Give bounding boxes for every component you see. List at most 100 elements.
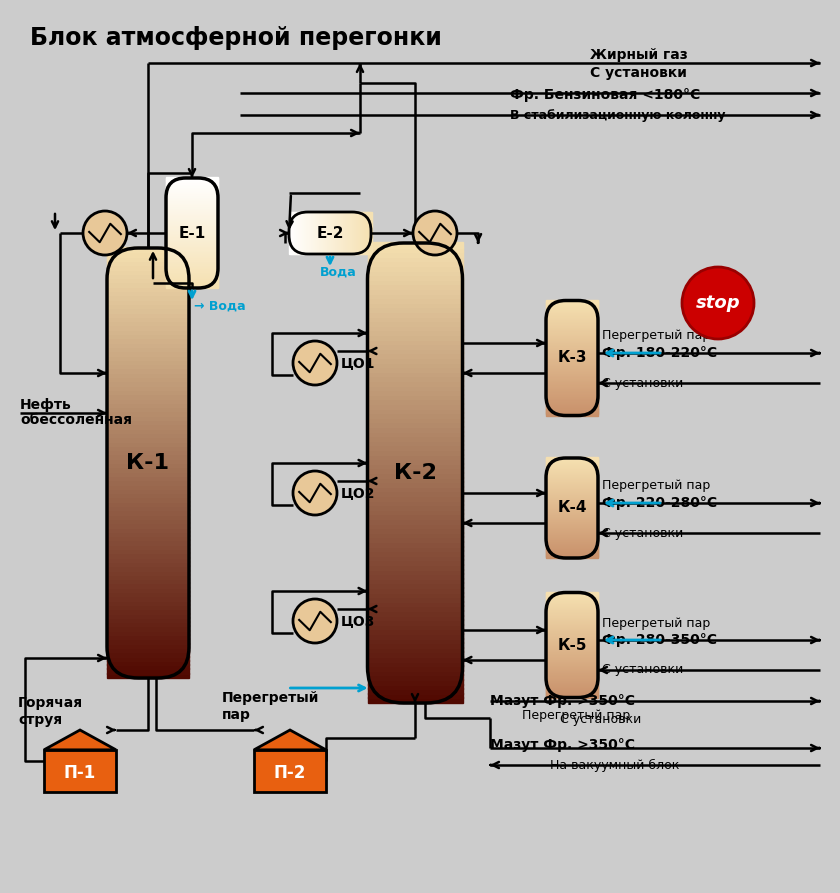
Bar	[107, 264, 189, 270]
Bar	[546, 678, 598, 680]
Bar	[166, 285, 218, 287]
Bar	[107, 582, 189, 588]
Bar	[166, 209, 218, 211]
Bar	[166, 244, 218, 246]
Bar	[546, 615, 598, 618]
Bar	[546, 362, 598, 363]
Bar	[546, 665, 598, 667]
Bar	[107, 513, 189, 519]
Bar	[107, 388, 189, 394]
Bar	[368, 569, 463, 574]
Bar	[546, 405, 598, 406]
Bar	[107, 367, 189, 372]
Bar	[107, 359, 189, 364]
Bar	[166, 279, 218, 280]
Bar	[368, 665, 463, 671]
Bar	[546, 662, 598, 663]
Bar	[107, 419, 189, 424]
Bar	[368, 591, 463, 597]
Bar	[107, 522, 189, 528]
Bar	[546, 386, 598, 388]
Bar	[107, 544, 189, 549]
Bar	[546, 618, 598, 620]
Bar	[368, 555, 463, 561]
Bar	[546, 499, 598, 501]
Bar	[166, 204, 218, 206]
Bar	[546, 468, 598, 470]
Bar	[166, 225, 218, 228]
Bar	[107, 462, 189, 467]
Bar	[546, 534, 598, 536]
Bar	[546, 550, 598, 552]
Bar	[546, 363, 598, 365]
Bar	[546, 365, 598, 367]
Bar	[166, 180, 218, 182]
Bar	[546, 482, 598, 484]
Bar	[546, 621, 598, 623]
Bar	[107, 436, 189, 441]
Bar	[368, 477, 463, 482]
Bar	[546, 537, 598, 539]
Bar	[546, 364, 598, 366]
Bar	[546, 695, 598, 697]
Bar	[546, 301, 598, 303]
Bar	[546, 625, 598, 627]
Bar	[367, 212, 370, 254]
Bar	[546, 629, 598, 630]
Bar	[166, 205, 218, 208]
Bar	[368, 421, 463, 427]
Bar	[166, 253, 218, 255]
Bar	[546, 523, 598, 525]
Text: Перегретый пар: Перегретый пар	[602, 480, 711, 493]
Bar	[546, 514, 598, 516]
Bar	[107, 260, 189, 265]
Bar	[546, 556, 598, 558]
Bar	[368, 270, 463, 275]
Bar	[368, 661, 463, 666]
Text: Вода: Вода	[320, 265, 357, 279]
Bar	[368, 357, 463, 363]
Bar	[107, 251, 189, 256]
Bar	[326, 212, 329, 254]
Bar	[359, 212, 362, 254]
Bar	[546, 327, 598, 330]
Bar	[546, 505, 598, 507]
Bar	[546, 611, 598, 613]
Bar	[546, 347, 598, 350]
Bar	[546, 630, 598, 631]
Bar	[546, 691, 598, 693]
Bar	[368, 564, 463, 570]
Bar	[107, 414, 189, 420]
Bar	[166, 274, 218, 276]
Bar	[368, 435, 463, 441]
Bar	[107, 638, 189, 644]
Bar	[546, 488, 598, 490]
Bar	[107, 539, 189, 545]
Bar	[368, 647, 463, 653]
Bar	[289, 212, 292, 254]
Text: ЦО2: ЦО2	[341, 486, 375, 500]
Text: Блок атмосферной перегонки: Блок атмосферной перегонки	[30, 26, 442, 50]
Bar	[546, 346, 598, 347]
Bar	[546, 473, 598, 475]
Bar	[303, 212, 307, 254]
Text: ЦО1: ЦО1	[341, 356, 375, 370]
Bar	[546, 318, 598, 320]
Bar	[107, 406, 189, 412]
Bar	[166, 255, 218, 257]
Bar	[546, 305, 598, 307]
Bar	[546, 326, 598, 328]
Bar	[107, 428, 189, 433]
Bar	[368, 578, 463, 583]
Bar	[546, 655, 598, 657]
Bar	[546, 503, 598, 505]
Bar	[546, 407, 598, 410]
Bar	[546, 307, 598, 310]
Bar	[546, 597, 598, 600]
Bar	[546, 353, 598, 355]
Bar	[166, 200, 218, 202]
Bar	[166, 224, 218, 227]
Bar	[546, 341, 598, 343]
Bar	[546, 492, 598, 494]
Circle shape	[682, 267, 754, 339]
